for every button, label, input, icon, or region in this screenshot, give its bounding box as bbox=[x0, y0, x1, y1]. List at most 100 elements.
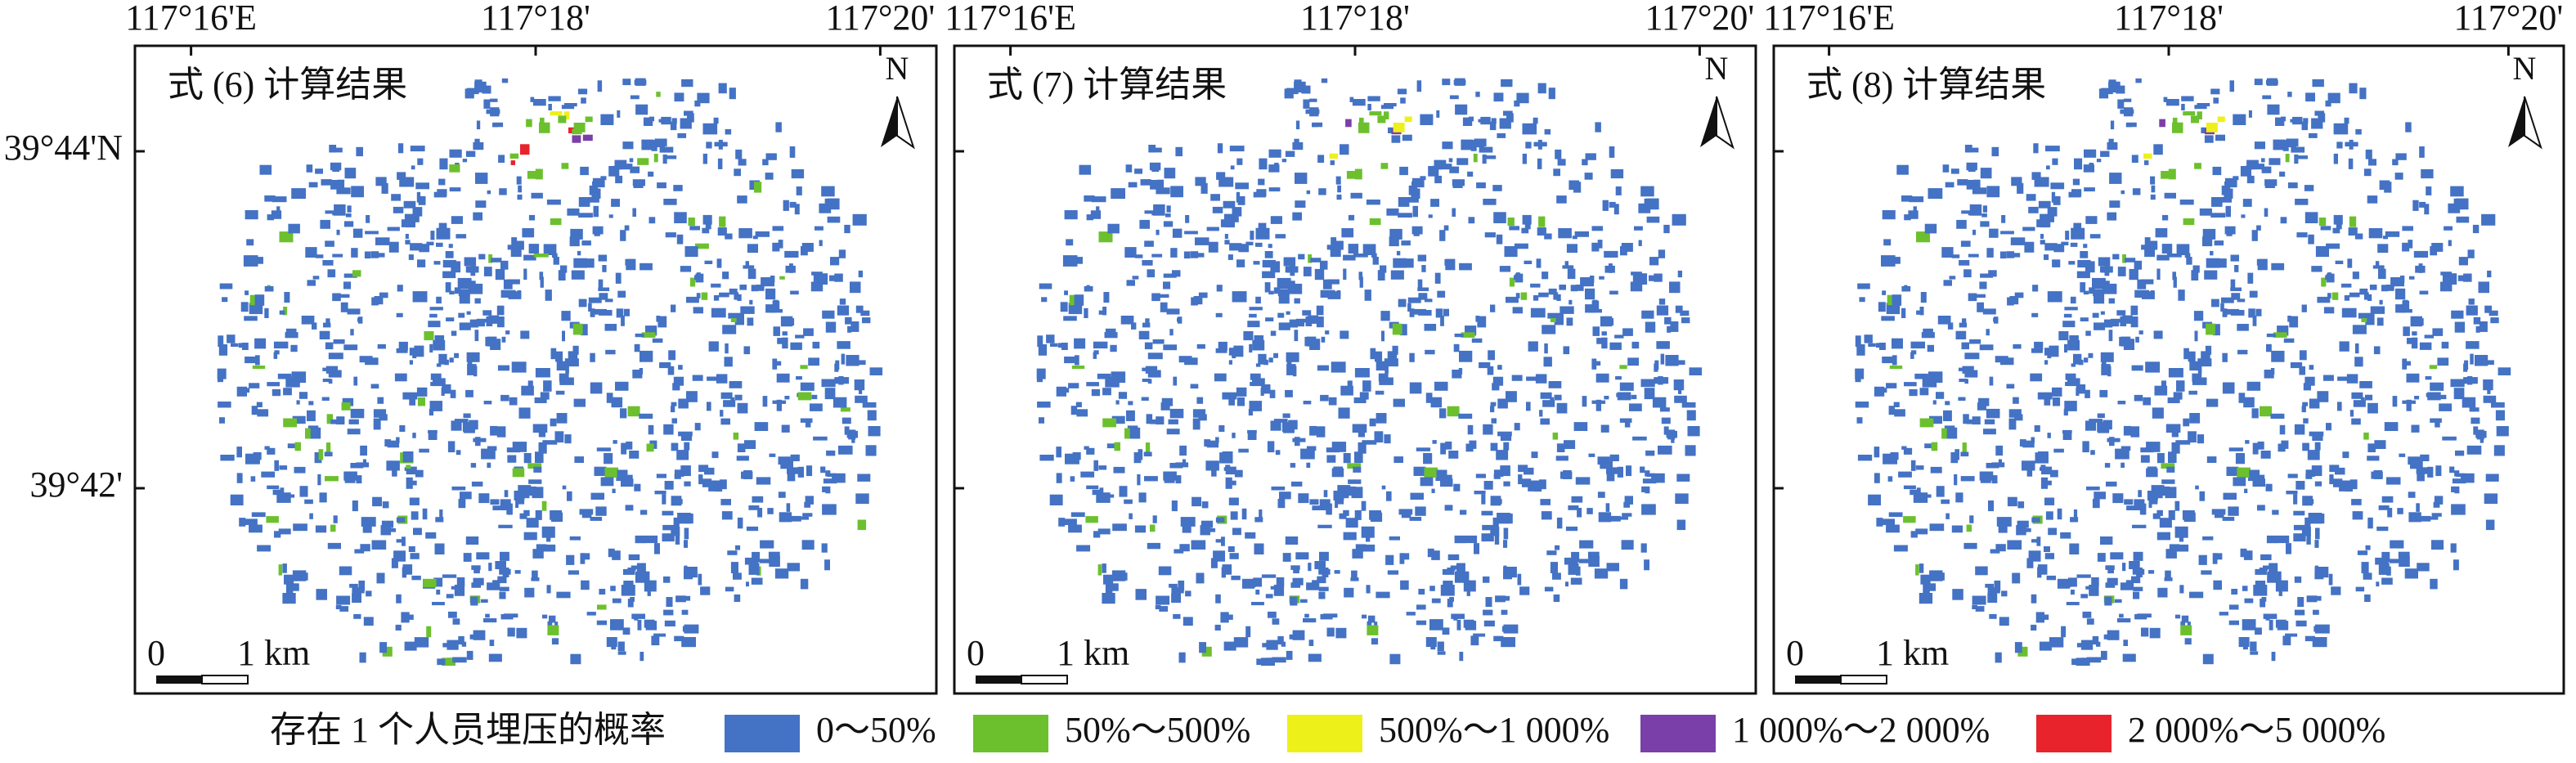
building bbox=[598, 254, 608, 262]
building bbox=[1118, 392, 1128, 399]
building bbox=[2178, 289, 2185, 301]
building bbox=[430, 381, 438, 386]
building bbox=[1387, 570, 1399, 575]
building bbox=[773, 326, 780, 336]
building bbox=[1626, 465, 1632, 477]
building bbox=[272, 388, 281, 397]
building bbox=[1475, 474, 1486, 478]
building bbox=[2044, 497, 2055, 505]
building bbox=[1407, 303, 1411, 312]
building bbox=[2058, 578, 2071, 588]
building bbox=[1544, 343, 1548, 354]
building bbox=[1215, 594, 1221, 604]
building bbox=[1185, 590, 1192, 597]
building bbox=[528, 214, 536, 221]
building bbox=[1343, 453, 1351, 464]
building bbox=[2241, 214, 2246, 218]
building bbox=[253, 452, 262, 460]
building bbox=[680, 118, 692, 129]
building bbox=[351, 248, 358, 258]
building bbox=[2071, 658, 2080, 666]
building bbox=[1452, 208, 1456, 217]
building bbox=[505, 330, 510, 334]
building bbox=[1658, 249, 1666, 258]
building bbox=[869, 367, 883, 375]
building bbox=[2411, 337, 2418, 349]
building bbox=[2061, 626, 2067, 638]
building bbox=[2165, 549, 2177, 559]
building bbox=[1444, 505, 1453, 511]
building bbox=[1132, 276, 1139, 280]
building bbox=[1955, 330, 1967, 339]
building bbox=[417, 158, 424, 165]
building bbox=[1963, 414, 1969, 424]
building bbox=[621, 442, 627, 455]
building bbox=[1237, 195, 1245, 205]
building bbox=[800, 418, 813, 423]
building bbox=[1667, 325, 1672, 333]
building bbox=[1335, 627, 1347, 639]
building bbox=[315, 525, 327, 533]
building bbox=[1503, 442, 1510, 451]
building bbox=[2092, 312, 2099, 318]
building bbox=[1407, 196, 1419, 203]
building bbox=[359, 356, 373, 363]
building bbox=[2093, 289, 2104, 297]
building bbox=[1579, 540, 1594, 549]
building bbox=[1292, 212, 1302, 221]
building bbox=[1467, 171, 1474, 177]
building bbox=[1326, 503, 1332, 515]
building bbox=[1359, 392, 1369, 400]
building bbox=[1470, 145, 1477, 151]
building bbox=[371, 297, 379, 306]
building bbox=[2296, 620, 2307, 626]
building bbox=[725, 586, 734, 592]
scale-bar bbox=[201, 675, 249, 684]
building bbox=[2450, 186, 2464, 197]
building bbox=[1223, 641, 1236, 651]
building bbox=[2044, 546, 2050, 552]
building bbox=[786, 503, 791, 512]
building bbox=[837, 305, 850, 316]
building bbox=[1270, 586, 1277, 590]
building bbox=[2154, 491, 2163, 499]
building bbox=[2220, 297, 2234, 303]
building bbox=[663, 424, 674, 435]
building bbox=[1072, 452, 1081, 460]
building bbox=[2399, 276, 2405, 283]
building bbox=[334, 204, 346, 216]
building bbox=[2314, 540, 2319, 548]
building bbox=[2416, 503, 2420, 512]
buildings bbox=[1036, 78, 1703, 667]
building bbox=[429, 409, 433, 416]
building bbox=[2114, 599, 2122, 603]
building bbox=[1474, 491, 1486, 495]
building bbox=[637, 158, 649, 165]
building bbox=[327, 269, 336, 278]
building bbox=[2419, 290, 2429, 295]
building bbox=[1565, 526, 1578, 532]
building bbox=[590, 352, 595, 362]
building bbox=[546, 585, 551, 594]
building bbox=[662, 494, 666, 505]
building bbox=[458, 312, 465, 318]
building bbox=[805, 496, 814, 505]
building bbox=[562, 330, 565, 342]
building bbox=[678, 365, 683, 370]
building bbox=[646, 443, 654, 452]
building bbox=[437, 189, 447, 197]
building bbox=[1924, 223, 1937, 234]
building bbox=[2275, 117, 2285, 126]
building bbox=[1558, 228, 1572, 239]
building bbox=[2046, 165, 2050, 170]
building bbox=[1644, 559, 1649, 571]
building bbox=[542, 440, 558, 445]
building bbox=[2395, 304, 2406, 313]
building bbox=[539, 272, 544, 281]
building bbox=[550, 512, 563, 523]
building bbox=[500, 499, 511, 508]
building bbox=[510, 160, 515, 165]
building bbox=[2469, 407, 2480, 412]
building bbox=[1380, 265, 1387, 273]
building bbox=[1232, 527, 1241, 536]
